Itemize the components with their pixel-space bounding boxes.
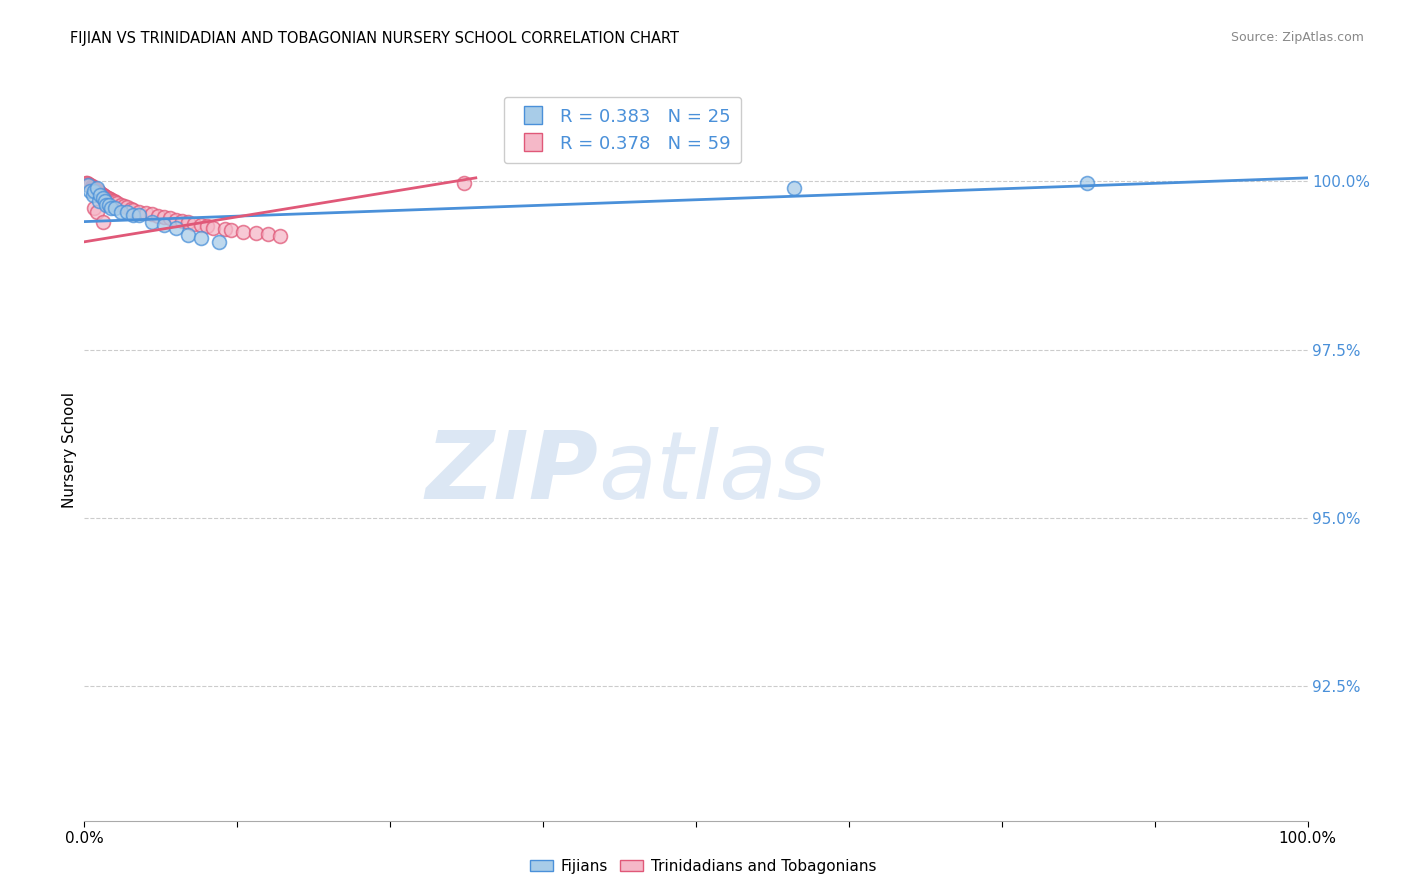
Point bbox=[79, 184, 101, 198]
Point bbox=[208, 235, 231, 249]
Point bbox=[128, 208, 150, 222]
Point bbox=[93, 189, 115, 203]
Point bbox=[1076, 176, 1098, 190]
Point bbox=[214, 222, 236, 236]
Point bbox=[87, 194, 110, 209]
Point bbox=[86, 204, 108, 219]
Point bbox=[112, 199, 135, 213]
Point bbox=[98, 193, 121, 207]
Text: FIJIAN VS TRINIDADIAN AND TOBAGONIAN NURSERY SCHOOL CORRELATION CHART: FIJIAN VS TRINIDADIAN AND TOBAGONIAN NUR… bbox=[70, 31, 679, 46]
Point bbox=[141, 207, 163, 221]
Point bbox=[76, 176, 98, 190]
Point bbox=[83, 201, 105, 215]
Point bbox=[269, 228, 291, 243]
Legend: R = 0.383   N = 25, R = 0.378   N = 59: R = 0.383 N = 25, R = 0.378 N = 59 bbox=[503, 96, 741, 163]
Point bbox=[110, 198, 132, 212]
Point bbox=[87, 185, 110, 199]
Point bbox=[146, 209, 169, 223]
Text: atlas: atlas bbox=[598, 427, 827, 518]
Point bbox=[82, 180, 104, 194]
Point bbox=[115, 201, 138, 215]
Point bbox=[120, 202, 142, 216]
Point bbox=[195, 219, 218, 234]
Point bbox=[86, 181, 108, 195]
Point bbox=[77, 177, 100, 191]
Point bbox=[219, 223, 242, 237]
Point bbox=[82, 187, 104, 202]
Point bbox=[165, 212, 187, 227]
Point bbox=[141, 214, 163, 228]
Point bbox=[177, 215, 200, 229]
Point bbox=[80, 178, 103, 193]
Text: ZIP: ZIP bbox=[425, 426, 598, 518]
Point bbox=[96, 198, 118, 212]
Point bbox=[183, 217, 205, 231]
Point bbox=[453, 176, 475, 190]
Point bbox=[201, 220, 224, 235]
Point bbox=[77, 178, 100, 192]
Point bbox=[104, 195, 127, 210]
Point bbox=[75, 176, 97, 190]
Point bbox=[190, 218, 212, 232]
Point bbox=[86, 184, 108, 198]
Point bbox=[153, 210, 176, 224]
Point bbox=[91, 214, 114, 228]
Point bbox=[82, 181, 104, 195]
Point bbox=[89, 186, 111, 201]
Y-axis label: Nursery School: Nursery School bbox=[62, 392, 77, 508]
Point bbox=[100, 193, 122, 207]
Point bbox=[96, 190, 118, 204]
Point bbox=[90, 187, 112, 202]
Point bbox=[115, 204, 138, 219]
Point bbox=[122, 208, 145, 222]
Point bbox=[232, 225, 254, 239]
Point bbox=[110, 204, 132, 219]
Legend: Fijians, Trinidadians and Tobagonians: Fijians, Trinidadians and Tobagonians bbox=[524, 853, 882, 880]
Point bbox=[84, 182, 107, 196]
Point bbox=[83, 184, 105, 198]
Point bbox=[128, 204, 150, 219]
Point bbox=[94, 190, 117, 204]
Point bbox=[91, 187, 114, 202]
Point bbox=[79, 178, 101, 193]
Point bbox=[83, 181, 105, 195]
Text: Source: ZipAtlas.com: Source: ZipAtlas.com bbox=[1230, 31, 1364, 45]
Point bbox=[103, 194, 125, 209]
Point bbox=[86, 183, 108, 197]
Point bbox=[172, 214, 194, 228]
Point bbox=[91, 191, 114, 205]
Point bbox=[122, 203, 145, 218]
Point bbox=[257, 227, 280, 242]
Point bbox=[87, 186, 110, 200]
Point bbox=[159, 211, 181, 226]
Point bbox=[101, 194, 124, 208]
Point bbox=[97, 191, 120, 205]
Point bbox=[97, 192, 120, 206]
Point bbox=[245, 226, 267, 240]
Point bbox=[135, 206, 157, 220]
Point bbox=[94, 194, 117, 209]
Point bbox=[97, 198, 120, 212]
Point bbox=[91, 188, 114, 202]
Point bbox=[190, 231, 212, 245]
Point bbox=[87, 184, 110, 198]
Point bbox=[100, 201, 122, 215]
Point bbox=[104, 201, 127, 215]
Point bbox=[89, 187, 111, 202]
Point bbox=[105, 196, 128, 211]
Point bbox=[80, 179, 103, 194]
Point bbox=[177, 228, 200, 243]
Point bbox=[783, 181, 806, 195]
Point bbox=[165, 221, 187, 235]
Point bbox=[77, 178, 100, 192]
Point bbox=[153, 218, 176, 232]
